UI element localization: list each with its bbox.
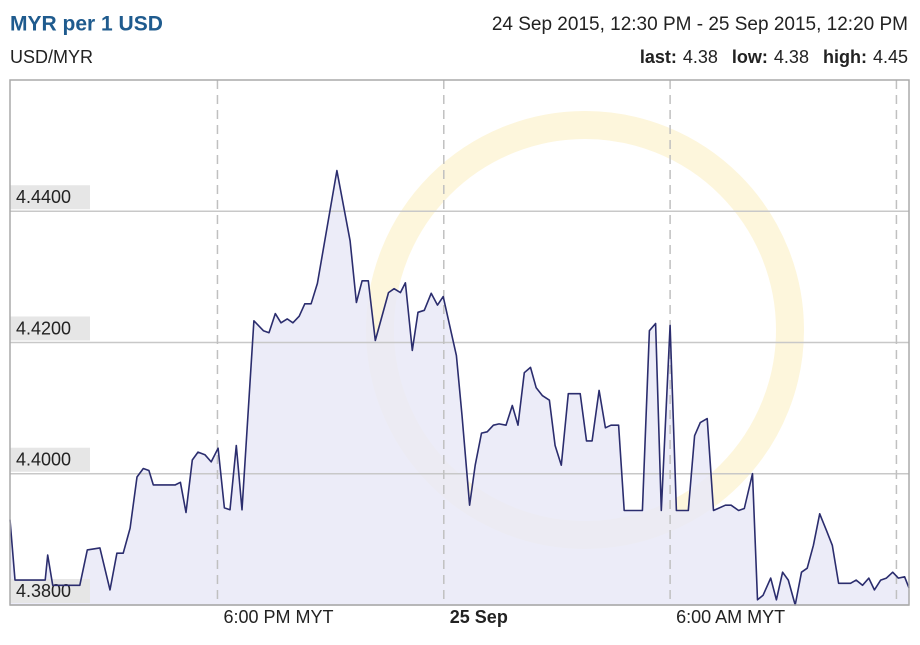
x-tick-label: 25 Sep bbox=[450, 607, 508, 627]
stat-label: last: bbox=[640, 47, 677, 67]
y-tick-label-bg bbox=[10, 579, 90, 603]
y-tick-label: 4.4200 bbox=[16, 318, 71, 338]
stat-value: 4.38 bbox=[683, 47, 718, 67]
price-line bbox=[9, 169, 910, 606]
y-tick-label: 4.4000 bbox=[16, 450, 71, 470]
y-tick-label-bg bbox=[10, 447, 90, 472]
y-tick-label: 4.3800 bbox=[16, 581, 71, 601]
stat-label: high: bbox=[823, 47, 867, 67]
plot-border bbox=[9, 79, 910, 606]
stats: 4.45 high: 4.38 low: 4.38 last: bbox=[640, 47, 908, 67]
stat-value: 4.38 bbox=[774, 47, 809, 67]
y-tick-label-bg bbox=[10, 185, 90, 210]
stat-label: low: bbox=[732, 47, 768, 67]
date-range: 24 Sep 2015, 12:30 PM - 25 Sep 2015, 12:… bbox=[492, 14, 908, 35]
area-fill bbox=[10, 170, 909, 605]
y-tick-label-bg bbox=[10, 316, 90, 341]
x-tick-label: 6:00 PM MYT bbox=[223, 607, 333, 627]
stat-value: 4.45 bbox=[873, 47, 908, 67]
x-tick-label: 6:00 AM MYT bbox=[676, 607, 785, 627]
y-tick-label: 4.4400 bbox=[16, 187, 71, 207]
chart-subtitle: USD/MYR bbox=[10, 47, 93, 67]
chart-title: MYR per 1 USD bbox=[10, 13, 163, 36]
plot-area: 4.3800 4.4000 4.4200 4.4400 6:00 PM MYT 25 Se… bbox=[9, 79, 910, 627]
